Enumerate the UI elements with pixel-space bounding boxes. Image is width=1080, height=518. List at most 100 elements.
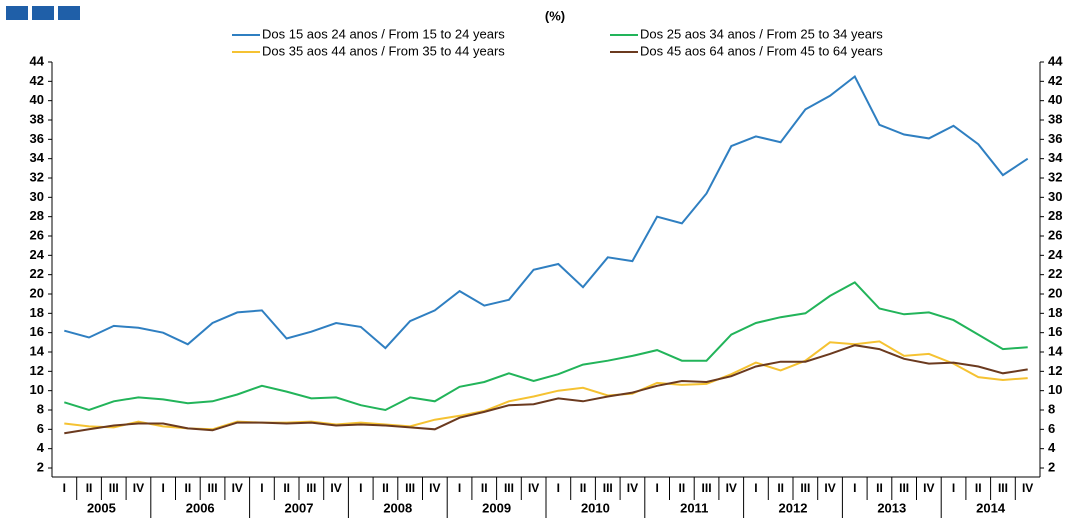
legend-label: Dos 35 aos 44 anos / From 35 to 44 years [262,43,505,58]
y-tick-label: 24 [30,247,45,262]
y2-tick-label: 40 [1048,92,1062,107]
y2-tick-label: 12 [1048,363,1062,378]
legend-label: Dos 45 aos 64 anos / From 45 to 64 years [640,43,883,58]
chart-subtitle: (%) [545,8,565,23]
x-tick-label: IV [330,481,341,495]
x-tick-label: IV [429,481,440,495]
x-tick-label: III [899,481,909,495]
y-tick-label: 40 [30,92,44,107]
y-tick-label: 44 [30,53,45,68]
y2-tick-label: 44 [1048,53,1063,68]
y2-tick-label: 16 [1048,324,1062,339]
y-tick-label: 38 [30,111,44,126]
x-tick-label: I [557,481,560,495]
y-tick-label: 36 [30,131,44,146]
y2-tick-label: 32 [1048,169,1062,184]
logo-block [58,6,80,20]
x-tick-label: II [481,481,488,495]
y2-tick-label: 8 [1048,401,1055,416]
x-tick-label: II [283,481,290,495]
y-tick-label: 4 [37,440,45,455]
x-tick-label: III [405,481,415,495]
y-tick-label: 18 [30,305,44,320]
y-tick-label: 12 [30,363,44,378]
logo-block [32,6,54,20]
y-tick-label: 22 [30,266,44,281]
series-line [64,340,1028,431]
x-tick-label: III [998,481,1008,495]
year-label: 2009 [482,500,511,515]
x-tick-label: I [754,481,757,495]
x-tick-label: IV [232,481,243,495]
x-tick-label: IV [627,481,638,495]
year-label: 2011 [680,500,708,515]
legend-label: Dos 25 aos 34 anos / From 25 to 34 years [640,26,883,41]
y2-tick-label: 22 [1048,266,1062,281]
x-tick-label: I [161,481,164,495]
x-tick-label: IV [133,481,144,495]
y-tick-label: 14 [30,343,45,358]
x-tick-label: II [382,481,389,495]
y-tick-label: 20 [30,285,44,300]
logo-block [6,6,28,20]
series-line [64,344,1028,435]
y-tick-label: 26 [30,227,44,242]
y2-tick-label: 24 [1048,247,1063,262]
y2-tick-label: 30 [1048,189,1062,204]
x-tick-label: III [208,481,218,495]
y2-tick-label: 18 [1048,305,1062,320]
y-tick-label: 32 [30,169,44,184]
y-tick-label: 6 [37,421,44,436]
x-tick-label: IV [528,481,539,495]
series-line [64,74,1029,350]
y2-tick-label: 20 [1048,285,1062,300]
x-tick-label: II [86,481,93,495]
x-tick-label: II [975,481,982,495]
x-tick-label: III [702,481,712,495]
y2-tick-label: 28 [1048,208,1062,223]
year-label: 2006 [186,500,215,515]
x-tick-label: IV [726,481,737,495]
y2-tick-label: 4 [1048,440,1056,455]
y2-tick-label: 10 [1048,382,1062,397]
y2-tick-label: 36 [1048,131,1062,146]
x-tick-label: I [260,481,263,495]
y2-tick-label: 6 [1048,421,1055,436]
legend-label: Dos 15 aos 24 anos / From 15 to 24 years [262,26,505,41]
y2-tick-label: 14 [1048,343,1063,358]
x-tick-label: IV [824,481,835,495]
y-tick-label: 42 [30,73,44,88]
y-tick-label: 34 [30,150,45,165]
y2-tick-label: 34 [1048,150,1063,165]
y2-tick-label: 42 [1048,73,1062,88]
year-label: 2013 [877,500,906,515]
x-tick-label: I [853,481,856,495]
year-label: 2005 [87,500,116,515]
year-label: 2008 [383,500,412,515]
y-tick-label: 28 [30,208,44,223]
x-tick-label: IV [923,481,934,495]
x-tick-label: I [359,481,362,495]
x-tick-label: III [504,481,514,495]
year-label: 2012 [779,500,808,515]
x-tick-label: I [63,481,66,495]
series-line [64,281,1028,412]
x-tick-label: II [679,481,686,495]
x-tick-label: III [603,481,613,495]
y-tick-label: 8 [37,401,44,416]
x-tick-label: II [580,481,587,495]
x-tick-label: III [109,481,119,495]
x-tick-label: I [952,481,955,495]
year-label: 2010 [581,500,610,515]
year-label: 2007 [285,500,314,515]
y-tick-label: 30 [30,189,44,204]
x-tick-label: II [777,481,784,495]
y-tick-label: 2 [37,459,44,474]
y2-tick-label: 2 [1048,459,1055,474]
x-tick-label: IV [1022,481,1033,495]
x-tick-label: I [655,481,658,495]
y-tick-label: 10 [30,382,44,397]
y2-tick-label: 38 [1048,111,1062,126]
x-tick-label: III [306,481,316,495]
